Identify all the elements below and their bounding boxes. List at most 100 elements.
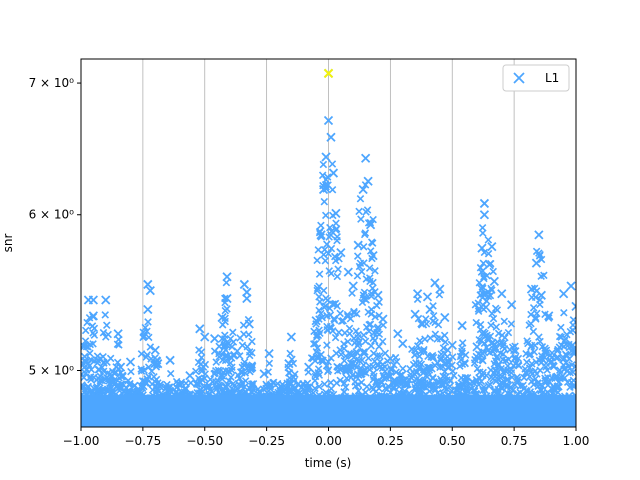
scatter-point [410,309,420,319]
dense-marker [351,362,359,370]
scatter-point [143,279,153,290]
dense-marker [107,384,116,392]
dense-marker [357,371,365,379]
dense-marker [494,329,503,338]
dense-marker [441,338,450,346]
legend: L1 [502,64,570,92]
dense-marker [508,343,517,352]
dense-marker [103,369,112,377]
dense-marker [229,328,237,337]
dense-marker [320,197,329,206]
dense-marker [480,339,489,348]
dense-marker [212,383,220,391]
dense-marker [321,180,330,189]
dense-marker [221,306,230,315]
scatter-point [558,289,569,299]
dense-marker [83,318,91,327]
dense-marker [192,367,200,376]
dense-marker [82,342,91,351]
dense-marker [537,255,546,264]
highlight-point [323,68,334,79]
scatter-point [435,284,445,294]
scatter-point [479,210,490,220]
dense-marker [568,348,576,357]
dense-marker [127,367,135,376]
dense-marker [344,337,352,346]
scatter-point [311,316,321,326]
dense-marker [367,289,376,298]
dense-marker [488,309,496,318]
dense-marker [486,332,495,341]
dense-marker [412,367,421,376]
dense-marker [236,387,245,396]
scatter-point [326,132,336,142]
dense-marker [520,373,528,382]
dense-marker [473,364,482,373]
scatter-point [507,300,517,310]
dense-marker [504,375,512,384]
y-tick-label: 5 × 10⁰ [29,363,75,377]
scatter-point [472,342,482,352]
dense-marker [415,362,424,371]
dense-marker [353,272,362,280]
dense-marker [490,368,498,377]
dense-marker [529,327,538,336]
dense-marker [328,185,337,194]
dense-marker [227,373,235,381]
dense-marker [113,358,122,367]
x-tick-label: 0.50 [439,434,466,448]
dense-marker [370,372,378,381]
dense-marker [201,360,210,369]
dense-marker [540,271,548,280]
dense-marker [137,350,146,358]
dense-marker [476,325,485,334]
dense-marker [501,367,510,375]
scatter-point [489,276,499,286]
dense-marker [318,171,327,180]
dense-marker [472,378,481,386]
dense-marker [489,314,498,323]
dense-marker [346,314,355,323]
dense-marker [353,349,362,357]
scatter-point [497,289,507,299]
dense-marker [323,341,331,349]
dense-marker [376,357,384,366]
scatter-point [200,332,210,342]
dense-marker [345,364,354,373]
dense-marker [360,230,369,239]
dense-marker [198,367,206,375]
dense-marker [522,358,531,366]
dense-marker [478,224,487,232]
dense-marker [337,317,346,325]
dense-marker [533,379,542,387]
dense-marker [415,387,424,395]
dense-marker [196,386,204,394]
dense-marker [361,365,369,374]
dense-marker [336,309,344,318]
dense-marker [566,368,574,377]
scatter-point [88,295,99,305]
dense-marker [194,374,203,383]
dense-marker [538,382,547,390]
dense-marker [413,295,422,304]
dense-marker [93,356,102,364]
dense-marker [339,317,347,325]
scatter-point [242,293,252,304]
scatter-point [440,312,450,323]
dense-marker [365,321,373,329]
dense-marker [353,341,362,350]
dense-marker [81,373,88,382]
dense-marker [406,370,415,379]
dense-marker [166,369,175,378]
dense-marker [490,340,498,349]
dense-marker [331,333,340,342]
scatter-point [353,240,363,250]
scatter-point [385,353,396,364]
dense-marker [81,337,90,345]
dense-marker [327,324,335,332]
scatter-point [365,220,376,230]
dense-marker [522,386,530,395]
dense-marker [84,343,92,351]
scatter-point [239,279,249,290]
scatter-point [316,230,326,240]
